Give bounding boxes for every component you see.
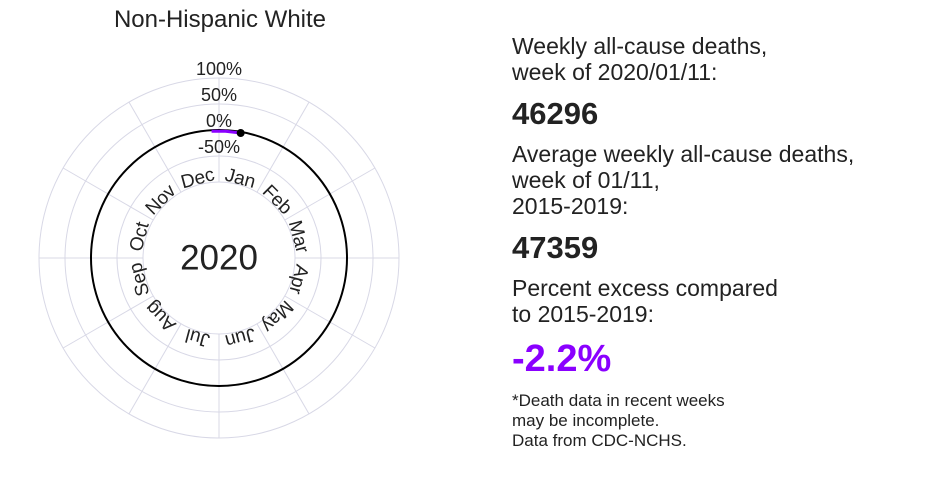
- series-line: [211, 129, 241, 135]
- weekly-deaths-label: Weekly all-cause deaths, week of 2020/01…: [512, 33, 768, 85]
- radial-tick-label: 100%: [196, 59, 242, 79]
- current-week-marker: [236, 129, 245, 138]
- radial-tick-label: 0%: [206, 111, 232, 131]
- month-label: Mar: [284, 218, 313, 256]
- month-label: Oct: [126, 219, 154, 254]
- chart-title: Non-Hispanic White: [113, 6, 327, 33]
- center-year-label: 2020: [180, 239, 258, 278]
- month-label: Apr: [284, 262, 312, 297]
- month-label: Nov: [142, 180, 181, 219]
- radial-tick-label: 50%: [201, 85, 237, 105]
- month-label: Sep: [125, 260, 154, 298]
- month-label: Jan: [223, 165, 258, 193]
- month-label: Jul: [183, 324, 212, 351]
- percent-excess-value: -2.2%: [512, 338, 612, 380]
- radial-tick-label: -50%: [198, 137, 240, 157]
- polar-chart: Non-Hispanic White 100% 50% 0% -50% Jan Feb Ma…: [0, 0, 460, 494]
- average-deaths-label: Average weekly all-cause deaths, week of…: [512, 141, 855, 219]
- info-panel: Weekly all-cause deaths, week of 2020/01…: [512, 33, 932, 451]
- weekly-deaths-value: 46296: [512, 96, 599, 131]
- data-note: *Death data in recent weeks may be incom…: [512, 391, 725, 450]
- average-deaths-value: 47359: [512, 230, 599, 265]
- month-label: Aug: [142, 297, 181, 336]
- month-label: Dec: [179, 164, 217, 193]
- month-label: Feb: [258, 181, 296, 219]
- polar-plot: 100%50%0%-50%JanFebMarAprMayJunJulAugSep…: [38, 59, 400, 439]
- percent-excess-label: Percent excess compared to 2015-2019:: [512, 275, 778, 327]
- month-label: Jun: [223, 323, 258, 351]
